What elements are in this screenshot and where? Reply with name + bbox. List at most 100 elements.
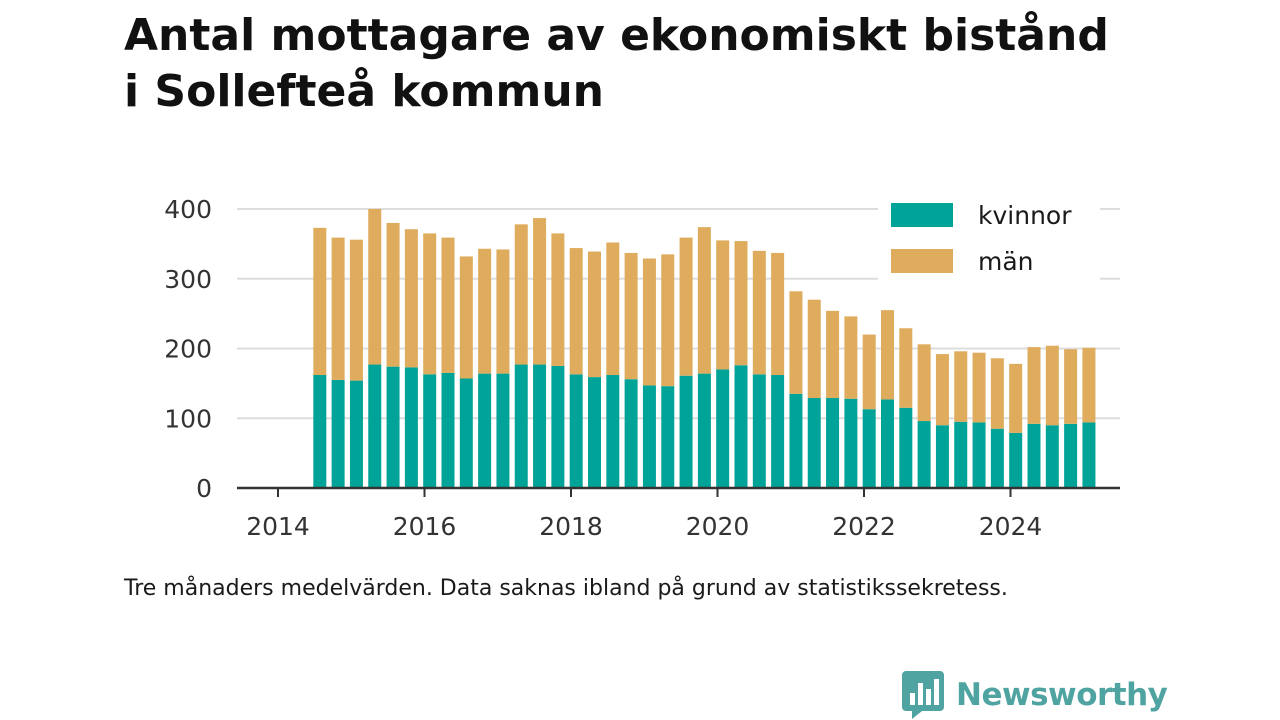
- brand-name: Newsworthy: [956, 677, 1168, 713]
- bar-kvinnor: [331, 379, 345, 488]
- bar-man: [331, 237, 345, 380]
- bar-man: [679, 237, 693, 376]
- bar-kvinnor: [1027, 423, 1041, 488]
- bar-kvinnor: [661, 386, 675, 488]
- y-tick-label: 300: [164, 265, 212, 294]
- newsworthy-logo[interactable]: Newsworthy: [902, 670, 1168, 720]
- bar-kvinnor: [313, 375, 327, 488]
- chart-title-line-2: i Sollefteå kommun: [124, 66, 605, 117]
- bar-kvinnor: [844, 398, 858, 488]
- bar-man: [478, 248, 492, 374]
- bar-man: [642, 258, 656, 386]
- bar-kvinnor: [496, 373, 510, 488]
- bar-kvinnor: [771, 375, 785, 488]
- bar-kvinnor: [826, 398, 840, 488]
- bar-kvinnor: [533, 364, 547, 488]
- bar-man: [441, 237, 455, 373]
- bar-man: [826, 310, 840, 399]
- legend-swatch-kvinnor: [891, 203, 953, 227]
- legend-swatch-man: [891, 249, 953, 273]
- footnote: Tre månaders medelvärden. Data saknas ib…: [124, 576, 1008, 601]
- bar-man: [734, 241, 748, 366]
- bar-man: [661, 254, 675, 387]
- legend-label-kvinnor: kvinnor: [978, 201, 1072, 230]
- bar-man: [1082, 347, 1096, 423]
- x-tick-label: 2024: [979, 512, 1043, 541]
- bar-kvinnor: [935, 425, 949, 488]
- bar-man: [496, 249, 510, 374]
- bar-man: [789, 291, 803, 394]
- bar-man: [588, 251, 601, 378]
- bar-kvinnor: [459, 378, 473, 488]
- bar-kvinnor: [862, 409, 876, 488]
- bar-man: [716, 240, 730, 370]
- axes: 0 100 200 300 400 2014 2016 2018 2020 2022 2024: [164, 195, 1120, 541]
- bar-man: [533, 218, 547, 365]
- bar-man: [771, 252, 785, 376]
- bar-man: [459, 256, 473, 379]
- bar-kvinnor: [551, 365, 565, 488]
- x-tick-label: 2016: [393, 512, 457, 541]
- x-tick-label: 2018: [539, 512, 603, 541]
- bar-man: [514, 224, 528, 365]
- y-tick-label: 200: [164, 335, 212, 364]
- bar-kvinnor: [972, 422, 986, 488]
- bar-kvinnor: [679, 375, 693, 488]
- chart-title-line-1: Antal mottagare av ekonomiskt bistånd: [124, 10, 1109, 61]
- bar-man: [569, 248, 583, 375]
- bar-kvinnor: [752, 374, 766, 488]
- bar-kvinnor: [368, 364, 382, 488]
- bar-kvinnor: [990, 428, 1004, 488]
- bar-man: [935, 354, 949, 426]
- x-tick-label: 2022: [832, 512, 896, 541]
- bar-kvinnor: [441, 372, 455, 488]
- bar-man: [386, 222, 400, 367]
- x-tick-label: 2020: [686, 512, 750, 541]
- bar-man: [752, 250, 766, 375]
- bar-man: [990, 358, 1004, 429]
- bar-kvinnor: [606, 375, 620, 488]
- bar-kvinnor: [734, 365, 748, 488]
- bar-kvinnor: [386, 366, 400, 488]
- bar-man: [862, 334, 876, 410]
- bar-kvinnor: [642, 385, 656, 488]
- y-tick-label: 400: [164, 195, 212, 224]
- bar-man: [899, 328, 913, 408]
- bar-kvinnor: [588, 377, 601, 488]
- bar-kvinnor: [697, 373, 711, 488]
- bar-kvinnor: [478, 373, 492, 488]
- bar-kvinnor: [917, 421, 931, 488]
- bar-man: [404, 229, 418, 368]
- bar-man: [368, 209, 382, 365]
- bar-man: [313, 227, 327, 376]
- bar-kvinnor: [349, 380, 363, 488]
- bar-kvinnor: [1064, 423, 1078, 488]
- y-tick-label: 0: [196, 474, 212, 503]
- bar-kvinnor: [423, 374, 437, 488]
- y-tick-label: 100: [164, 404, 212, 433]
- bar-man: [1027, 347, 1041, 424]
- x-tick-label: 2014: [246, 512, 310, 541]
- bars: [313, 209, 1096, 488]
- bar-kvinnor: [789, 393, 803, 488]
- bar-man: [697, 227, 711, 374]
- bar-man: [551, 233, 565, 366]
- bar-kvinnor: [404, 367, 418, 488]
- bar-man: [972, 352, 986, 423]
- bar-kvinnor: [1009, 432, 1023, 488]
- bar-chart-speech-icon: [902, 671, 944, 719]
- bar-man: [917, 344, 931, 422]
- bar-man: [1009, 363, 1023, 433]
- bar-man: [606, 242, 620, 376]
- bar-man: [954, 351, 968, 422]
- bar-kvinnor: [1045, 425, 1059, 488]
- bar-man: [349, 239, 363, 381]
- bar-kvinnor: [954, 421, 968, 488]
- bar-man: [624, 252, 638, 380]
- bar-man: [1045, 345, 1059, 426]
- bar-kvinnor: [807, 398, 821, 488]
- bar-kvinnor: [899, 407, 913, 488]
- bar-man: [881, 310, 894, 400]
- bar-man: [1064, 349, 1078, 424]
- bar-kvinnor: [624, 379, 638, 488]
